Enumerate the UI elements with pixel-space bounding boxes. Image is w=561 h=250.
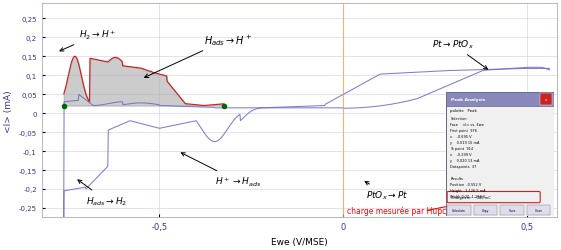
Text: $H_2 \rightarrow H^+$: $H_2 \rightarrow H^+$ (60, 28, 116, 52)
Text: $H_{ads} \rightarrow H^+$: $H_{ads} \rightarrow H^+$ (145, 33, 251, 78)
Text: $PtO_x \rightarrow Pt$: $PtO_x \rightarrow Pt$ (365, 182, 408, 201)
Text: $H^+ \rightarrow H_{ads}$: $H^+ \rightarrow H_{ads}$ (181, 153, 261, 188)
Y-axis label: <I> (mA): <I> (mA) (4, 90, 13, 132)
Text: $H_{ads} \rightarrow H_2$: $H_{ads} \rightarrow H_2$ (78, 180, 127, 207)
Text: $Pt \rightarrow PtO_x$: $Pt \rightarrow PtO_x$ (432, 38, 488, 70)
X-axis label: Ewe (V/MSE): Ewe (V/MSE) (271, 237, 328, 246)
Text: charge mesurée par Hupc: charge mesurée par Hupc (347, 206, 447, 215)
